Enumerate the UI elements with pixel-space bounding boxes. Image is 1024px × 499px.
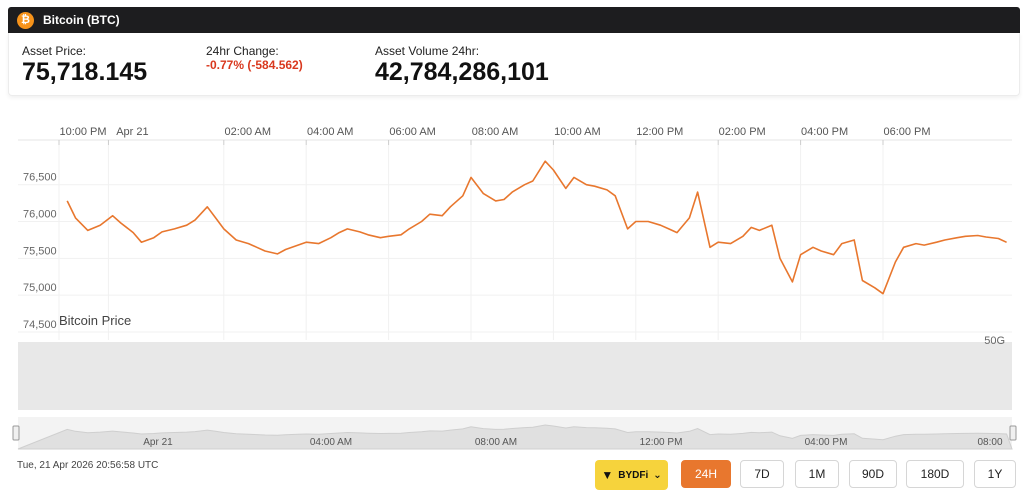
y-tick-label: 76,000 bbox=[23, 209, 57, 221]
bydfi-logo-icon: ▼ bbox=[601, 468, 614, 482]
chevron-down-icon: ⌄ bbox=[653, 469, 662, 481]
price-line bbox=[66, 160, 1007, 295]
volume-value: 42,784,286,101 bbox=[375, 58, 549, 86]
x-tick-label: 02:00 PM bbox=[719, 126, 766, 138]
navigator-tick-label: 08:00 AM bbox=[475, 437, 517, 448]
x-tick-label: 08:00 AM bbox=[472, 126, 518, 138]
change-stat: 24hr Change: -0.77% (-584.562) bbox=[206, 44, 303, 73]
title-bar: ₿ Bitcoin (BTC) bbox=[8, 7, 1020, 33]
volume-stat: Asset Volume 24hr: 42,784,286,101 bbox=[375, 44, 549, 87]
x-tick-label: 06:00 PM bbox=[883, 126, 930, 138]
navigator-tick-label: 04:00 AM bbox=[310, 437, 352, 448]
navigator-tick-label: 12:00 PM bbox=[640, 437, 683, 448]
x-tick-label: 04:00 PM bbox=[801, 126, 848, 138]
navigator-tick-label: Apr 21 bbox=[143, 437, 173, 448]
exchange-label: BYDFi bbox=[618, 469, 649, 481]
bitcoin-icon: ₿ bbox=[17, 11, 34, 29]
series-label: Bitcoin Price bbox=[59, 313, 131, 328]
change-label: 24hr Change: bbox=[206, 44, 279, 58]
range-button-1m[interactable]: 1M bbox=[795, 460, 839, 488]
x-tick-label: 10:00 PM bbox=[59, 126, 106, 138]
navigator-series bbox=[17, 424, 1013, 450]
exchange-selector[interactable]: ▼ BYDFi ⌄ bbox=[595, 460, 668, 490]
asset-price-stat: Asset Price: 75,718.145 bbox=[22, 44, 148, 87]
page-title: Bitcoin (BTC) bbox=[43, 13, 120, 27]
asset-price-value: 75,718.145 bbox=[22, 58, 148, 86]
range-button-180d[interactable]: 180D bbox=[906, 460, 964, 488]
price-chart-svg[interactable]: 10:00 PM Apr 21 02:00 AM 04:00 AM 06:00 AM 08… bbox=[0, 110, 1024, 455]
x-tick-label: 10:00 AM bbox=[554, 126, 600, 138]
navigator-right-handle bbox=[1009, 425, 1017, 441]
x-tick-label: 04:00 AM bbox=[307, 126, 353, 138]
y-tick-label: 75,000 bbox=[23, 282, 57, 294]
range-button-90d[interactable]: 90D bbox=[849, 460, 897, 488]
volume-area bbox=[18, 342, 1012, 410]
y-tick-label: 76,500 bbox=[23, 172, 57, 184]
x-tick-label: 06:00 AM bbox=[389, 126, 435, 138]
navigator-tick-label: 04:00 PM bbox=[805, 437, 848, 448]
navigator-tick-label: 08:00 bbox=[977, 437, 1002, 448]
x-tick-label: 02:00 AM bbox=[225, 126, 271, 138]
asset-price-label: Asset Price: bbox=[22, 44, 87, 58]
timestamp: Tue, 21 Apr 2026 20:56:58 UTC bbox=[17, 460, 159, 471]
y-tick-label: 75,500 bbox=[23, 245, 57, 257]
range-button-1y[interactable]: 1Y bbox=[974, 460, 1016, 488]
range-controls: ▼ BYDFi ⌄ 24H 7D 1M 90D 180D 1Y bbox=[0, 460, 1024, 490]
volume-label: Asset Volume 24hr: bbox=[375, 44, 480, 58]
stats-panel: Asset Price: 75,718.145 24hr Change: -0.… bbox=[8, 33, 1020, 96]
x-tick-label: 12:00 PM bbox=[636, 126, 683, 138]
volume-scale-label: 50G bbox=[984, 335, 1005, 347]
range-button-7d[interactable]: 7D bbox=[740, 460, 784, 488]
navigator-left-handle bbox=[12, 425, 20, 441]
y-tick-label: 74,500 bbox=[23, 319, 57, 331]
range-button-24h[interactable]: 24H bbox=[681, 460, 731, 488]
change-value: -0.77% (-584.562) bbox=[206, 58, 303, 72]
x-tick-label: Apr 21 bbox=[116, 126, 148, 138]
price-chart[interactable]: 10:00 PM Apr 21 02:00 AM 04:00 AM 06:00 AM 08… bbox=[0, 110, 1024, 455]
